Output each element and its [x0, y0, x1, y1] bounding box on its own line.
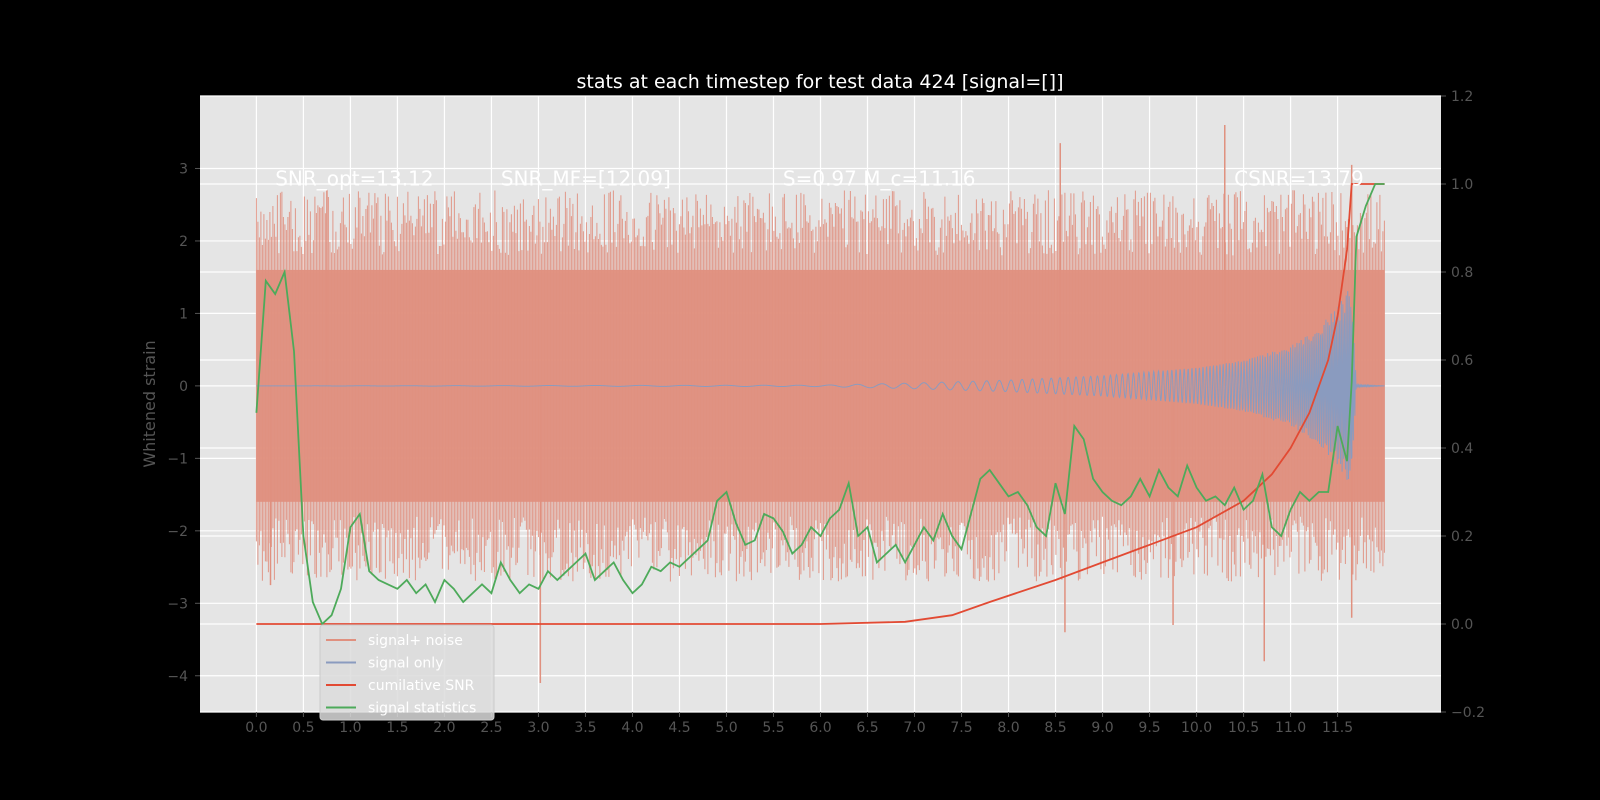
y-right-tick-label: −0.2 [1451, 705, 1485, 721]
x-tick-label: 4.5 [668, 720, 690, 736]
x-tick-label: 0.0 [245, 720, 267, 736]
y-axis-label-left: Whitened strain [140, 340, 159, 467]
cumulative-snr-line [256, 183, 1385, 625]
series-signal-statistics [255, 183, 1385, 626]
legend: signal+ noise signal only cumilative SNR si… [319, 624, 495, 721]
legend-label: cumilative SNR [368, 678, 475, 694]
legend-label: signal only [368, 656, 443, 672]
y-left-tick-label: 2 [179, 234, 188, 250]
signal-only-line [256, 291, 1385, 480]
x-tick-label: 9.0 [1091, 720, 1113, 736]
x-tick-label: 3.5 [574, 720, 596, 736]
axis-ticks: 0.0 0.5 1.0 1.5 2.0 2.5 3.0 3.5 4.0 4.5 5.0 5.5 6.0 6… [167, 89, 1485, 736]
x-tick-label: 10.5 [1228, 720, 1259, 736]
x-tick-label: 7.0 [903, 720, 925, 736]
y-right-tick-label: 1.0 [1451, 177, 1473, 193]
x-tick-label: 9.5 [1138, 720, 1160, 736]
y-left-tick-label: −1 [167, 451, 188, 467]
y-right-tick-label: 1.2 [1451, 89, 1473, 105]
y-right-tick-label: 0.8 [1451, 265, 1473, 281]
annotations: SNR_opt=13.12 SNR_MF=[12.09] S=0.97 M_c=11… [275, 166, 1363, 190]
legend-label: signal statistics [368, 701, 476, 717]
x-tick-label: 4.0 [621, 720, 643, 736]
series-signal-only [256, 291, 1385, 480]
x-tick-label: 0.5 [292, 720, 314, 736]
signal-statistics-line [255, 183, 1385, 626]
y-left-tick-label: 1 [179, 306, 188, 322]
y-left-tick-label: 3 [179, 161, 188, 177]
x-tick-label: 2.0 [433, 720, 455, 736]
y-right-tick-label: 0.4 [1451, 441, 1473, 457]
x-tick-label: 1.0 [339, 720, 361, 736]
snr-annotation: SNR_MF=[12.09] [501, 166, 671, 190]
x-tick-label: 11.5 [1322, 720, 1353, 736]
snr-annotation: CSNR=13.79 [1234, 166, 1364, 190]
x-tick-label: 11.0 [1275, 720, 1306, 736]
snr-annotation: SNR_opt=13.12 [275, 166, 433, 190]
x-tick-label: 8.5 [1044, 720, 1066, 736]
x-tick-label: 10.0 [1181, 720, 1212, 736]
y-right-tick-label: 0.6 [1451, 353, 1473, 369]
x-tick-label: 6.5 [856, 720, 878, 736]
snr-annotation: S=0.97 M_c=11.16 [783, 166, 976, 190]
y-right-tick-label: 0.0 [1451, 617, 1473, 633]
y-right-tick-label: 0.2 [1451, 529, 1473, 545]
x-tick-label: 8.0 [997, 720, 1019, 736]
series-cumulative-snr [256, 183, 1385, 625]
x-tick-label: 2.5 [480, 720, 502, 736]
x-tick-label: 5.5 [762, 720, 784, 736]
y-left-tick-label: −4 [167, 669, 188, 685]
x-tick-label: 3.0 [527, 720, 549, 736]
y-left-tick-label: −3 [167, 596, 188, 612]
x-tick-label: 1.5 [386, 720, 408, 736]
x-tick-label: 7.5 [950, 720, 972, 736]
y-left-tick-label: −2 [167, 524, 188, 540]
legend-label: signal+ noise [368, 633, 463, 649]
legend-box [319, 624, 495, 721]
chart-title: stats at each timestep for test data 424… [576, 71, 1063, 93]
x-tick-label: 6.0 [809, 720, 831, 736]
y-left-tick-label: 0 [179, 379, 188, 395]
x-tick-label: 5.0 [715, 720, 737, 736]
